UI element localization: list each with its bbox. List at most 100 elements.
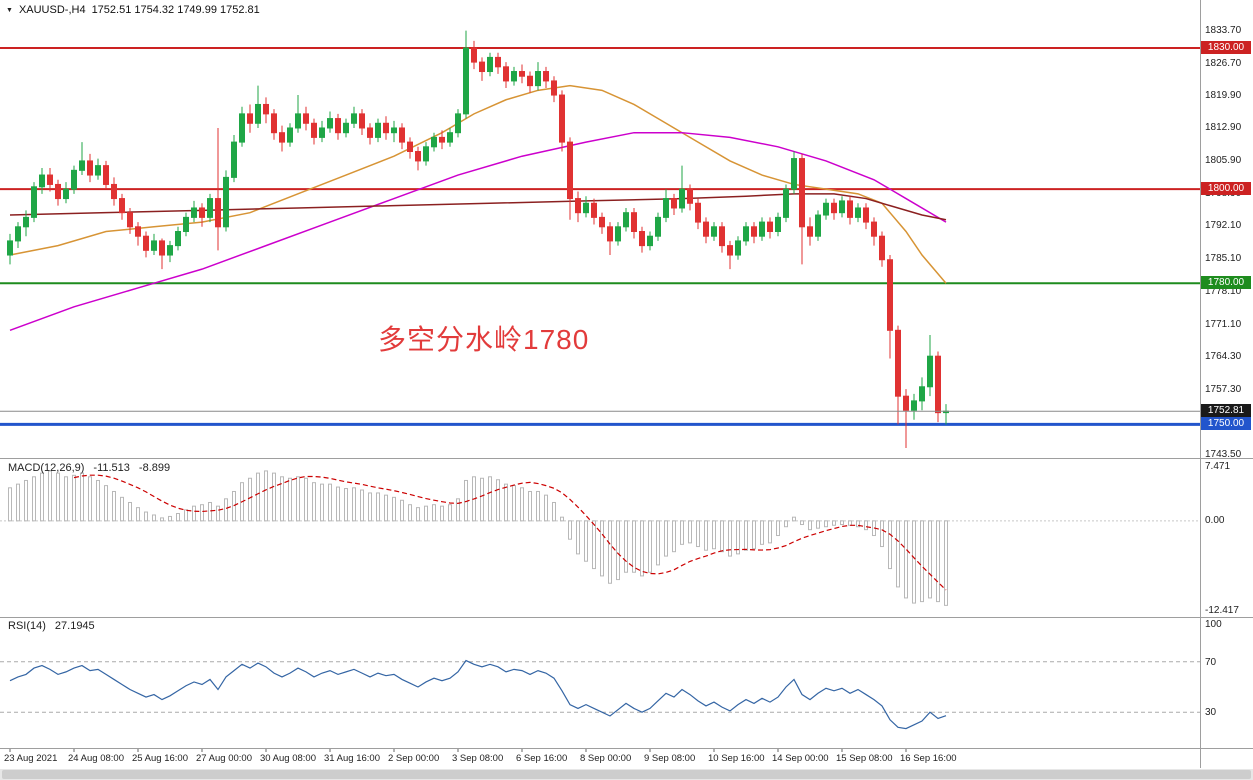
candle-down (279, 132, 285, 143)
candle-up (511, 71, 517, 82)
price-axis-label: 1812.90 (1205, 122, 1242, 134)
candle-down (87, 160, 93, 176)
macd-bar (896, 520, 900, 588)
candle-up (927, 355, 933, 388)
price-axis-label: 1792.10 (1205, 220, 1242, 232)
price-axis-badge: 1800.00 (1201, 182, 1251, 196)
rsi-axis-label: 30 (1205, 707, 1217, 719)
candle-down (887, 259, 893, 331)
macd-axis-label: 0.00 (1205, 514, 1225, 526)
candle-up (167, 245, 173, 256)
candle-down (807, 226, 813, 237)
macd-bar (144, 511, 148, 522)
chart-title: ▼ XAUUSD-,H4 1752.51 1754.32 1749.99 175… (6, 4, 260, 16)
candle-down (591, 202, 597, 218)
macd-bar (808, 520, 812, 531)
macd-bar (240, 482, 244, 522)
candle-down (47, 174, 53, 185)
candle-down (639, 231, 645, 247)
macd-bar (880, 520, 884, 548)
candle-down (863, 207, 869, 223)
candle-down (335, 118, 341, 134)
macd-bar (416, 507, 420, 522)
macd-bar (32, 476, 36, 522)
symbol-dropdown-icon[interactable]: ▼ (6, 6, 13, 14)
candle-up (191, 207, 197, 218)
macd-bar (360, 489, 364, 522)
price-axis-label: 1778.10 (1205, 286, 1242, 298)
macd-bar (424, 505, 428, 522)
candle-up (711, 226, 717, 237)
candle-up (655, 216, 661, 237)
panel-separator-rsi[interactable] (0, 617, 1253, 618)
macd-bar (232, 490, 236, 522)
macd-bar (720, 520, 724, 553)
time-axis-label: 15 Sep 08:00 (836, 753, 893, 764)
time-axis-label: 25 Aug 16:00 (132, 753, 188, 764)
candle-up (919, 386, 925, 402)
candle-down (479, 61, 485, 73)
panel-separator-macd[interactable] (0, 458, 1253, 459)
candle-down (399, 127, 405, 143)
macd-bar (904, 520, 908, 599)
price-axis-label: 1833.70 (1205, 24, 1242, 36)
macd-bar (552, 501, 556, 522)
macd-signal-value: -8.899 (138, 462, 171, 474)
candle-up (647, 235, 653, 247)
macd-bar (696, 520, 700, 548)
macd-bar (608, 520, 612, 584)
chart-annotation-text[interactable]: 多空分水岭1780 (378, 324, 590, 355)
candle-up (679, 188, 685, 209)
time-axis-label: 10 Sep 16:00 (708, 753, 765, 764)
macd-bar (704, 520, 708, 551)
horizontal-scrollbar[interactable] (0, 769, 1253, 780)
candle-up (783, 188, 789, 218)
candle-down (895, 329, 901, 397)
candle-down (471, 47, 477, 63)
candle-down (687, 188, 693, 204)
time-axis-label: 6 Sep 16:00 (516, 753, 568, 764)
macd-bar (664, 520, 668, 557)
candle-down (879, 235, 885, 261)
macd-bar (752, 520, 756, 550)
candle-down (599, 216, 605, 228)
candle-up (23, 216, 29, 228)
macd-bar (264, 470, 268, 522)
candle-down (495, 56, 501, 68)
macd-bar (152, 514, 156, 522)
candle-down (159, 240, 165, 256)
macd-bar (208, 501, 212, 522)
price-axis-label: 1805.90 (1205, 155, 1242, 167)
candle-up (231, 141, 237, 178)
moving-averages (9, 84, 947, 332)
candle-up (183, 216, 189, 233)
macd-bar (824, 520, 828, 528)
candle-down (903, 395, 909, 411)
candle-up (487, 56, 493, 73)
macd-bar (560, 516, 564, 522)
macd-bar (792, 516, 796, 522)
macd-bar (112, 490, 116, 522)
candle-up (839, 200, 845, 214)
macd-bar (88, 476, 92, 522)
macd-bar (72, 474, 76, 522)
candle-up (855, 207, 861, 218)
macd-bar (504, 483, 508, 522)
time-axis-label: 14 Sep 00:00 (772, 753, 829, 764)
price-axis-badge: 1752.81 (1201, 404, 1251, 418)
price-axis-badge: 1750.00 (1201, 417, 1251, 431)
macd-bar (368, 492, 372, 522)
macd-bar (528, 490, 532, 522)
candle-down (383, 122, 389, 134)
candle-down (871, 221, 877, 237)
macd-bar (536, 490, 540, 522)
macd-bar (24, 479, 28, 522)
scrollbar-thumb[interactable] (2, 770, 1251, 779)
macd-bar (456, 498, 460, 522)
macd-bar (768, 520, 772, 544)
macd-bar (496, 479, 500, 522)
macd-bar (648, 520, 652, 573)
candle-down (671, 198, 677, 209)
macd-bar (712, 520, 716, 550)
